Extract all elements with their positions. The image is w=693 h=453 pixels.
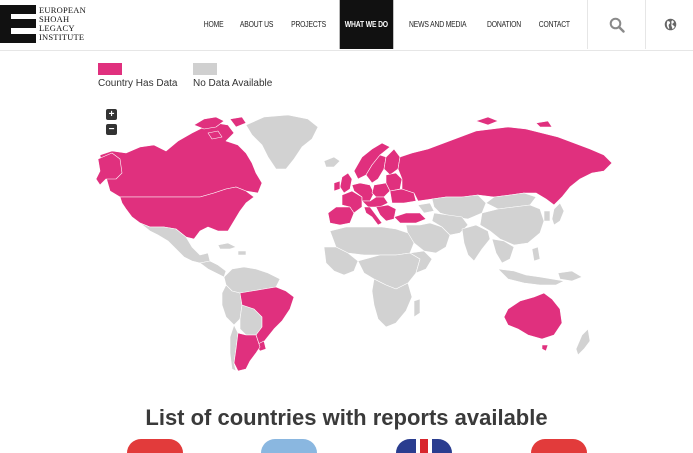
flag-item-3[interactable] [396, 439, 452, 453]
country-uk [339, 172, 353, 194]
country-balkans [375, 204, 397, 222]
search-button[interactable] [587, 0, 645, 49]
nav-news-and-media[interactable]: NEWS AND MEDIA [409, 20, 467, 29]
country-russia-arctic [475, 116, 553, 128]
country-indonesia [497, 268, 565, 286]
country-iceland [323, 156, 341, 168]
country-norway [353, 142, 391, 180]
nav-home[interactable]: HOME [203, 20, 224, 29]
country-greenland [245, 114, 319, 170]
country-canada [99, 122, 263, 198]
country-russia [397, 126, 613, 206]
world-map[interactable] [96, 113, 618, 371]
country-iran-afghanistan [431, 212, 469, 236]
country-caucasus [417, 202, 435, 214]
country-baltics-belarus [385, 172, 403, 192]
country-central-africa [357, 252, 421, 290]
zoom-out-button[interactable]: − [106, 124, 117, 135]
legend-label-no-data: No Data Available [193, 78, 273, 89]
country-argentina [233, 332, 261, 371]
globe-icon [664, 18, 676, 31]
logo[interactable]: EUROPEAN SHOAH LEGACY INSTITUTE [0, 4, 86, 44]
country-philippines [531, 246, 541, 262]
country-australia [503, 292, 563, 340]
country-peru [221, 284, 243, 326]
search-icon [609, 17, 625, 33]
legend-label-has-data: Country Has Data [98, 78, 178, 89]
legend-swatch-has-data [98, 63, 122, 75]
country-spain-portugal [327, 206, 355, 226]
nav-about-us[interactable]: ABOUT US [240, 20, 274, 29]
flag-item-4[interactable] [531, 439, 587, 453]
section-title: List of countries with reports available [145, 405, 548, 430]
zoom-in-button[interactable]: + [106, 109, 117, 120]
country-new-zealand [575, 328, 591, 356]
legend-swatch-no-data [193, 63, 217, 75]
nav-donation[interactable]: DONATION [486, 20, 521, 29]
country-new-guinea [557, 270, 583, 282]
country-central-america [199, 260, 227, 278]
flag-item-2[interactable] [261, 439, 317, 453]
country-japan [551, 202, 565, 226]
country-finland [383, 148, 401, 176]
main-nav: HOME ABOUT US PROJECTS WHAT WE DO NEWS A… [196, 0, 578, 49]
country-alaska [96, 152, 123, 186]
legend-item-no-data: No Data Available [193, 63, 272, 89]
flag-item-1[interactable] [127, 439, 183, 453]
logo-text: EUROPEAN SHOAH LEGACY INSTITUTE [39, 4, 86, 43]
country-southeast-asia [491, 238, 515, 264]
nav-what-we-do[interactable]: WHAT WE DO [340, 0, 394, 49]
country-west-africa [323, 246, 359, 276]
legend-item-has-data: Country Has Data [98, 63, 177, 89]
country-india [461, 224, 491, 262]
country-madagascar [413, 298, 421, 318]
site-header: EUROPEAN SHOAH LEGACY INSTITUTE HOME ABO… [0, 0, 693, 51]
country-italy [363, 206, 383, 226]
nav-projects[interactable]: PROJECTS [291, 20, 327, 29]
country-canada-islands [193, 116, 247, 140]
country-tasmania [541, 344, 549, 352]
language-button[interactable] [645, 0, 693, 49]
country-china [479, 204, 545, 246]
country-france [341, 190, 363, 214]
country-turkey [393, 212, 427, 224]
country-southern-africa [371, 278, 413, 328]
country-horn-of-africa [409, 250, 433, 274]
country-brazil [239, 286, 295, 348]
map-zoom-controls: + − [106, 109, 117, 139]
logo-mark [0, 5, 36, 43]
country-korea [543, 210, 551, 222]
country-ireland [333, 180, 341, 192]
country-north-africa [329, 226, 415, 256]
nav-contact[interactable]: CONTACT [538, 20, 570, 29]
country-caribbean [217, 242, 247, 256]
